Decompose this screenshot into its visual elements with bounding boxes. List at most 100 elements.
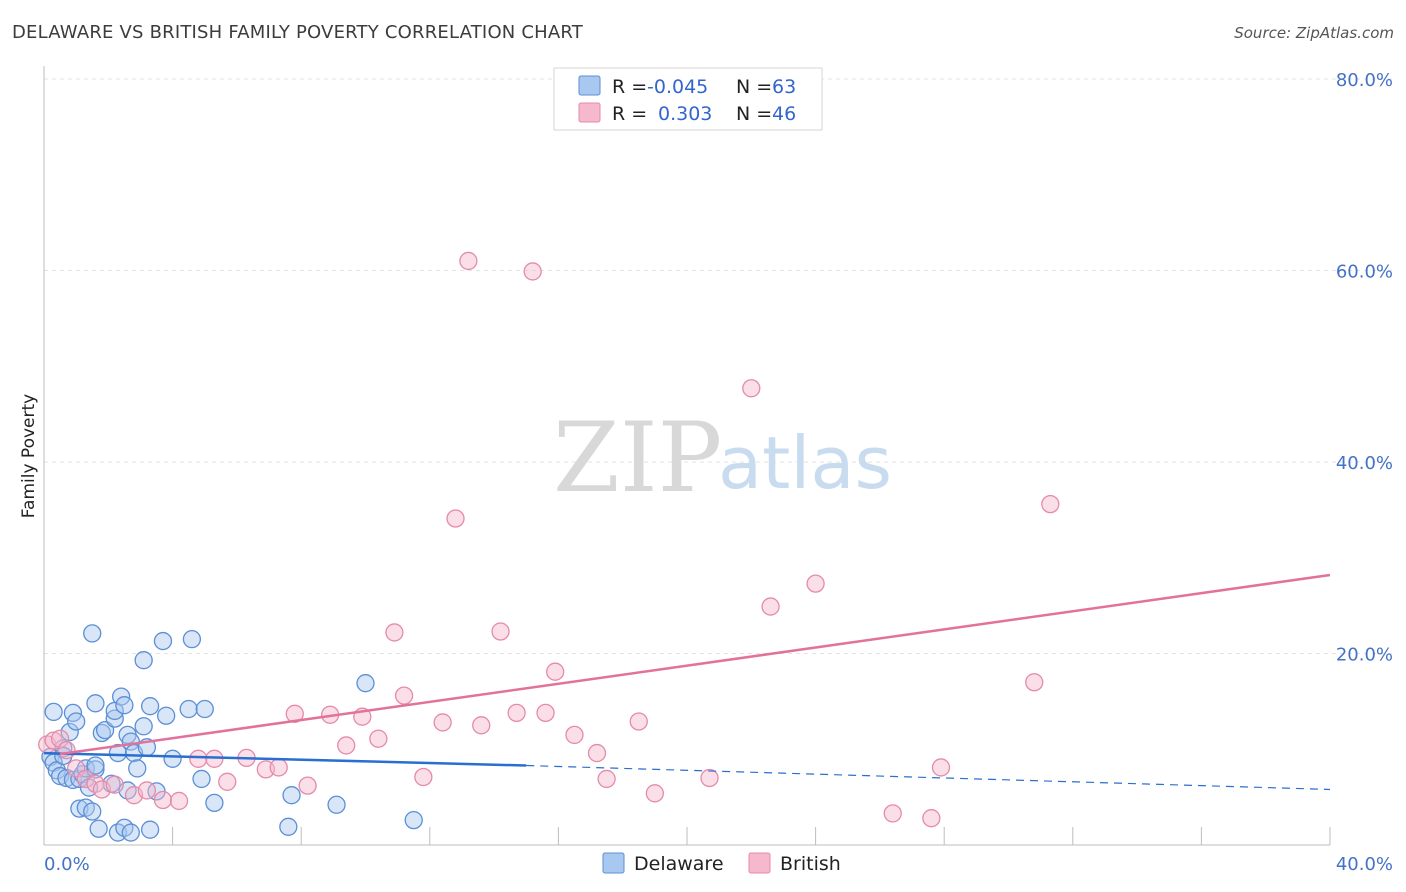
delaware-point: [92, 723, 112, 743]
delaware-point: [108, 743, 128, 763]
legend-r-label-british: R =: [612, 103, 647, 125]
british-point: [507, 703, 526, 723]
british-point: [269, 758, 288, 777]
delaware-trend-extension: [526, 764, 1331, 791]
british-point: [218, 772, 237, 791]
british-point: [536, 703, 555, 723]
british-point: [394, 686, 414, 705]
british-point: [546, 662, 565, 681]
british-point: [1025, 673, 1044, 692]
british-point: [761, 597, 780, 616]
x-tick-label-min: 0.0%: [44, 854, 90, 875]
british-point: [587, 743, 607, 763]
delaware-point: [83, 624, 102, 643]
legend-n-value-delaware: 63: [772, 76, 796, 98]
british-point: [883, 804, 902, 823]
series-legend-swatch-delaware: [602, 852, 625, 874]
trend-lines: [43, 573, 1331, 791]
british-point: [189, 749, 208, 768]
series-legend: Delaware British: [602, 852, 841, 875]
british-point: [414, 767, 433, 787]
legend-n-label-delaware: N =: [736, 76, 772, 98]
british-point: [931, 758, 951, 777]
x-tick-label-max: 40.0%: [1336, 854, 1393, 875]
british-point: [629, 712, 648, 731]
axes: [43, 66, 1331, 846]
british-point: [597, 769, 616, 789]
british-point: [369, 729, 388, 748]
source-label: Source: ZipAtlas.com: [1234, 24, 1394, 42]
watermark-atlas: atlas: [718, 421, 892, 505]
delaware-point: [115, 696, 134, 715]
delaware-point: [105, 709, 124, 728]
british-point: [153, 790, 173, 810]
legend-r-value-delaware: -0.045: [647, 76, 708, 98]
y-tick-label: 60.0%: [1336, 262, 1393, 283]
british-point: [742, 379, 761, 398]
british-point: [285, 704, 304, 723]
british-points: [38, 251, 1060, 828]
delaware-point: [205, 793, 224, 813]
delaware-point: [128, 759, 147, 778]
series-legend-label-delaware: Delaware: [634, 853, 724, 875]
chart-title: DELAWARE VS BRITISH FAMILY POVERTY CORRE…: [12, 22, 584, 43]
delaware-point: [54, 746, 73, 766]
delaware-point: [83, 802, 102, 821]
british-point: [44, 731, 63, 750]
delaware-point: [63, 770, 83, 790]
british-point: [446, 509, 465, 528]
delaware-point: [182, 629, 202, 649]
delaware-point: [60, 722, 79, 742]
legend-swatch-delaware: [578, 75, 601, 96]
british-point: [137, 781, 157, 800]
legend-swatch-british: [578, 102, 601, 123]
delaware-trend-line: [43, 751, 527, 767]
watermark: ZIP atlas: [553, 402, 892, 514]
british-point: [1041, 494, 1060, 514]
british-point: [298, 776, 317, 795]
series-legend-swatch-british: [748, 852, 771, 874]
delaware-point: [192, 769, 211, 789]
delaware-point: [86, 694, 105, 713]
delaware-point: [153, 631, 173, 651]
british-point: [645, 784, 664, 803]
british-point: [491, 622, 510, 641]
delaware-point: [195, 699, 214, 719]
british-point: [385, 623, 404, 642]
british-point: [472, 716, 491, 735]
legend-n-value-british: 46: [772, 103, 796, 125]
british-point: [565, 725, 584, 745]
british-trend-line: [59, 573, 1331, 756]
correlation-legend: R = -0.045 N = 63 R = 0.303 N = 46: [553, 67, 823, 131]
legend-n-label-british: N =: [736, 103, 772, 125]
delaware-point: [67, 712, 86, 731]
series-legend-label-british: British: [780, 853, 841, 875]
delaware-point: [404, 810, 423, 830]
british-point: [337, 736, 356, 755]
delaware-point: [134, 717, 153, 736]
british-point: [169, 791, 189, 811]
delaware-point: [44, 702, 63, 722]
delaware-point: [140, 697, 160, 716]
y-tick-label: 20.0%: [1336, 645, 1393, 666]
delaware-point: [163, 749, 182, 768]
y-tick-label: 40.0%: [1336, 453, 1393, 474]
british-point: [459, 251, 478, 271]
delaware-points: [41, 624, 423, 842]
british-point: [76, 769, 95, 789]
delaware-point: [179, 699, 198, 719]
delaware-point: [282, 786, 301, 805]
y-tick-labels: 20.0% 40.0% 60.0% 80.0%: [1336, 70, 1393, 666]
british-point: [57, 741, 76, 760]
british-point: [806, 574, 825, 593]
y-axis-title: Family Poverty: [19, 394, 39, 518]
delaware-point: [279, 817, 298, 836]
british-point: [523, 262, 542, 281]
legend-r-value-british: 0.303: [658, 103, 712, 125]
watermark-zip: ZIP: [553, 402, 722, 514]
delaware-point: [134, 651, 153, 670]
legend-r-label-delaware: R =: [612, 76, 647, 98]
british-point: [700, 768, 719, 788]
delaware-point: [356, 674, 375, 693]
